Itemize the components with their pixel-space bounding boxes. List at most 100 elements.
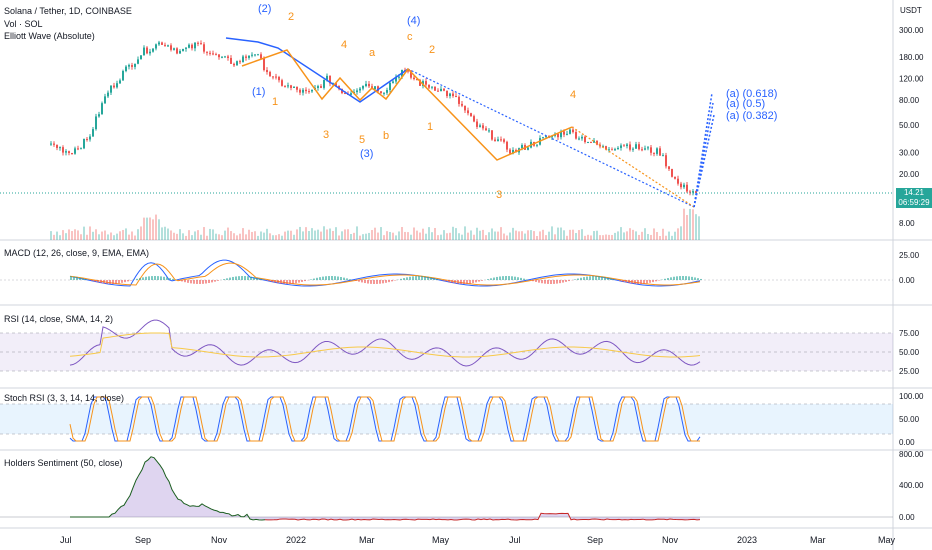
macd-histogram-bar xyxy=(679,276,681,280)
macd-histogram-bar xyxy=(610,278,612,280)
candle-body xyxy=(497,139,499,141)
volume-bar xyxy=(689,208,691,240)
macd-histogram-bar xyxy=(469,280,471,284)
candle-body xyxy=(596,140,598,145)
candle-body xyxy=(506,141,508,150)
macd-histogram-bar xyxy=(313,278,315,280)
candle-body xyxy=(281,80,283,86)
candle-body xyxy=(197,42,199,44)
volume-bar xyxy=(113,235,115,240)
macd-histogram-bar xyxy=(655,280,657,282)
candle-body xyxy=(80,148,82,150)
candle-body xyxy=(287,85,289,87)
wave-label-blue: (2) xyxy=(258,3,271,15)
macd-histogram-bar xyxy=(373,280,375,284)
volume-bar xyxy=(617,231,619,240)
macd-histogram-bar xyxy=(76,276,78,280)
candle-body xyxy=(284,85,286,87)
macd-histogram-bar xyxy=(448,280,450,283)
volume-bar xyxy=(461,234,463,240)
time-tick: 2022 xyxy=(286,535,306,545)
volume-bar xyxy=(143,217,145,240)
volume-bar xyxy=(209,228,211,240)
candle-body xyxy=(482,125,484,129)
volume-bar xyxy=(74,229,76,240)
macd-histogram-bar xyxy=(406,277,408,280)
candle-body xyxy=(74,148,76,154)
volume-bar xyxy=(239,233,241,240)
macd-histogram-bar xyxy=(523,278,525,280)
stoch-rsi-label: Stoch RSI (3, 3, 14, 14, close) xyxy=(4,393,125,403)
volume-bar xyxy=(251,231,253,240)
candle-body xyxy=(467,110,469,114)
volume-bar xyxy=(497,231,499,240)
rsi-label: RSI (14, close, SMA, 14, 2) xyxy=(4,314,114,324)
volume-bar xyxy=(128,234,130,240)
macd-histogram-bar xyxy=(304,280,306,282)
macd-histogram-bar xyxy=(130,280,132,281)
volume-bar xyxy=(278,234,280,240)
macd-histogram-bar xyxy=(289,280,291,284)
volume-bar xyxy=(521,231,523,240)
signal-line xyxy=(69,262,701,286)
volume-bar xyxy=(662,228,664,240)
candle-body xyxy=(299,89,301,93)
volume-bar xyxy=(62,230,64,240)
macd-histogram-bar xyxy=(535,280,537,282)
volume-bar xyxy=(350,233,352,240)
macd-histogram-bar xyxy=(403,278,405,280)
price-tick: 50.00 xyxy=(899,121,920,130)
candle-body xyxy=(92,129,94,137)
candle-body xyxy=(440,88,442,92)
candle-body xyxy=(419,80,421,86)
candle-body xyxy=(350,93,352,95)
macd-histogram-bar xyxy=(256,277,258,280)
candle-body xyxy=(98,114,100,117)
macd-histogram-bar xyxy=(526,279,528,280)
time-tick: 2023 xyxy=(737,535,757,545)
volume-bar xyxy=(347,229,349,240)
volume-bar xyxy=(164,226,166,240)
macd-histogram-bar xyxy=(295,280,297,284)
candle-body xyxy=(656,148,658,154)
macd-histogram-bar xyxy=(415,276,417,280)
candle-body xyxy=(83,138,85,149)
volume-bar xyxy=(383,235,385,240)
candle-body xyxy=(233,63,235,66)
volume-bar xyxy=(212,229,214,240)
candle-body xyxy=(209,52,211,54)
volume-bar xyxy=(494,231,496,240)
candle-body xyxy=(590,142,592,144)
candle-body xyxy=(206,51,208,53)
candle-body xyxy=(557,133,559,138)
volume-bar xyxy=(563,230,565,240)
volume-bar xyxy=(122,229,124,240)
volume-bar xyxy=(242,228,244,240)
volume-bar xyxy=(431,232,433,240)
macd-histogram-bar xyxy=(664,278,666,280)
candle-body xyxy=(584,136,586,143)
macd-histogram-bar xyxy=(388,280,390,283)
candle-body xyxy=(638,144,640,150)
candle-body xyxy=(431,86,433,88)
volume-bar xyxy=(683,208,685,240)
macd-histogram-bar xyxy=(106,280,108,284)
candle-body xyxy=(221,56,223,58)
macd-histogram-bar xyxy=(187,280,189,283)
candle-body xyxy=(335,83,337,86)
candle-body xyxy=(563,131,565,135)
candle-body xyxy=(278,77,280,81)
volume-bar xyxy=(296,229,298,240)
macd-histogram-bar xyxy=(634,280,636,284)
macd-histogram-bar xyxy=(382,280,384,284)
candle-body xyxy=(566,133,568,135)
candle-body xyxy=(344,93,346,95)
macd-histogram-bar xyxy=(331,276,333,280)
candle-body xyxy=(110,85,112,93)
volume-bar xyxy=(641,231,643,240)
volume-bar xyxy=(185,235,187,240)
candle-body xyxy=(512,149,514,154)
macd-histogram-bar xyxy=(166,277,168,280)
volume-bar xyxy=(272,235,274,240)
